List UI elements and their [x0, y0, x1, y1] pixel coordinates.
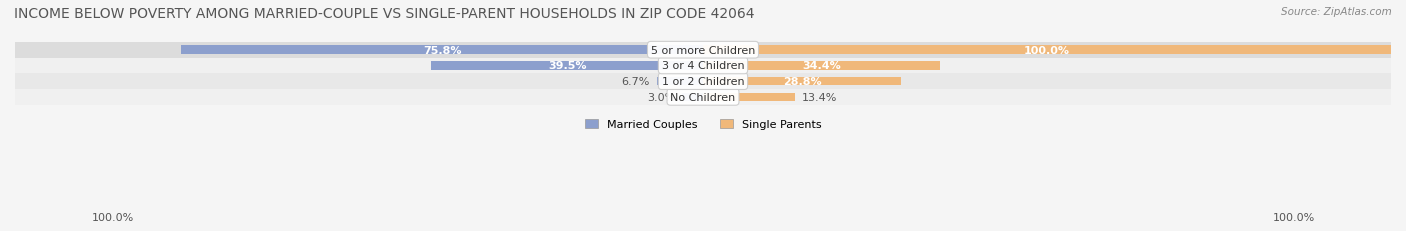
Text: 1 or 2 Children: 1 or 2 Children — [662, 77, 744, 87]
Text: 100.0%: 100.0% — [91, 212, 134, 222]
Text: 3 or 4 Children: 3 or 4 Children — [662, 61, 744, 71]
Bar — [703, 77, 901, 86]
Text: INCOME BELOW POVERTY AMONG MARRIED-COUPLE VS SINGLE-PARENT HOUSEHOLDS IN ZIP COD: INCOME BELOW POVERTY AMONG MARRIED-COUPL… — [14, 7, 755, 21]
Text: 75.8%: 75.8% — [423, 46, 461, 55]
Text: 6.7%: 6.7% — [621, 77, 650, 87]
Bar — [15, 74, 1391, 90]
Bar — [181, 46, 703, 55]
Text: Source: ZipAtlas.com: Source: ZipAtlas.com — [1281, 7, 1392, 17]
Text: 13.4%: 13.4% — [801, 92, 838, 102]
Bar — [657, 77, 703, 86]
Text: 5 or more Children: 5 or more Children — [651, 46, 755, 55]
Bar — [15, 58, 1391, 74]
Text: No Children: No Children — [671, 92, 735, 102]
Text: 100.0%: 100.0% — [1024, 46, 1070, 55]
Bar — [682, 93, 703, 102]
Bar — [703, 62, 939, 70]
Bar — [703, 93, 796, 102]
Text: 28.8%: 28.8% — [783, 77, 821, 87]
Bar — [432, 62, 703, 70]
Bar — [15, 90, 1391, 105]
Text: 34.4%: 34.4% — [801, 61, 841, 71]
Bar — [703, 46, 1391, 55]
Text: 100.0%: 100.0% — [1272, 212, 1315, 222]
Bar — [15, 43, 1391, 58]
Legend: Married Couples, Single Parents: Married Couples, Single Parents — [581, 115, 825, 134]
Text: 39.5%: 39.5% — [548, 61, 586, 71]
Text: 3.0%: 3.0% — [647, 92, 675, 102]
